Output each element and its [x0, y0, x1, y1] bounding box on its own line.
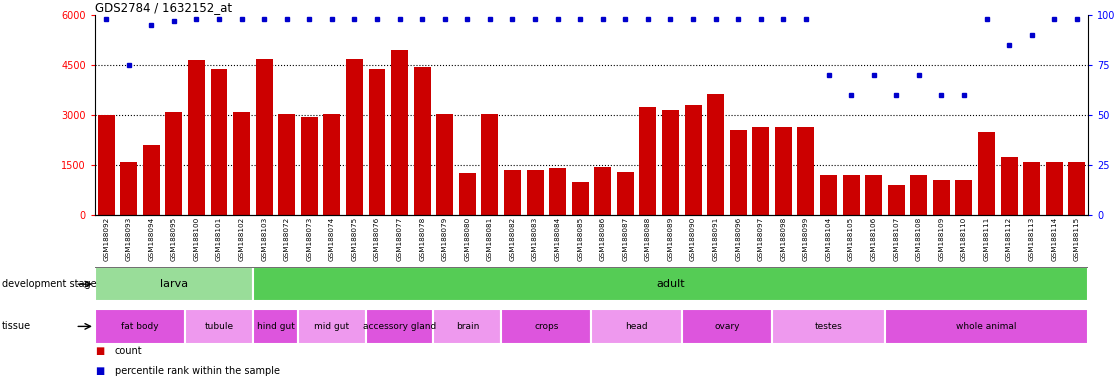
Bar: [143, 145, 160, 215]
Bar: [278, 114, 296, 215]
Text: GDS2784 / 1632152_at: GDS2784 / 1632152_at: [95, 1, 232, 14]
Bar: [571, 182, 588, 215]
Bar: [459, 174, 475, 215]
Text: ovary: ovary: [714, 322, 740, 331]
Text: whole animal: whole animal: [956, 322, 1017, 331]
Bar: [324, 114, 340, 215]
Bar: [185, 309, 253, 344]
Bar: [391, 50, 408, 215]
Bar: [98, 115, 115, 215]
Bar: [95, 309, 185, 344]
Bar: [436, 114, 453, 215]
Text: ■: ■: [95, 346, 104, 356]
Bar: [298, 309, 366, 344]
Bar: [301, 117, 318, 215]
Text: hind gut: hind gut: [257, 322, 295, 331]
Bar: [187, 60, 205, 215]
Bar: [1068, 162, 1085, 215]
Text: ■: ■: [95, 366, 104, 376]
Bar: [684, 105, 702, 215]
Bar: [253, 267, 1088, 301]
Bar: [772, 309, 885, 344]
Text: count: count: [115, 346, 143, 356]
Bar: [887, 185, 905, 215]
Bar: [591, 309, 682, 344]
Bar: [233, 112, 250, 215]
Bar: [843, 175, 859, 215]
Bar: [414, 67, 431, 215]
Text: development stage: development stage: [2, 279, 97, 289]
Bar: [617, 172, 634, 215]
Bar: [1046, 162, 1062, 215]
Bar: [798, 127, 815, 215]
Bar: [933, 180, 950, 215]
Bar: [95, 267, 253, 301]
Bar: [820, 175, 837, 215]
Bar: [368, 69, 385, 215]
Bar: [366, 309, 433, 344]
Bar: [1001, 157, 1018, 215]
Bar: [752, 127, 769, 215]
Bar: [549, 169, 566, 215]
Bar: [662, 110, 679, 215]
Bar: [211, 69, 228, 215]
Bar: [256, 59, 272, 215]
Bar: [865, 175, 882, 215]
Bar: [346, 59, 363, 215]
Bar: [165, 112, 182, 215]
Text: brain: brain: [455, 322, 479, 331]
Text: head: head: [625, 322, 648, 331]
Bar: [253, 309, 298, 344]
Text: testes: testes: [815, 322, 843, 331]
Bar: [682, 309, 772, 344]
Text: adult: adult: [656, 279, 685, 289]
Bar: [885, 309, 1088, 344]
Bar: [527, 170, 543, 215]
Text: tubule: tubule: [204, 322, 233, 331]
Bar: [911, 175, 927, 215]
Bar: [595, 167, 612, 215]
Bar: [639, 107, 656, 215]
Text: mid gut: mid gut: [315, 322, 349, 331]
Text: fat body: fat body: [122, 322, 158, 331]
Bar: [433, 309, 501, 344]
Bar: [121, 162, 137, 215]
Bar: [955, 180, 972, 215]
Text: crops: crops: [535, 322, 558, 331]
Text: percentile rank within the sample: percentile rank within the sample: [115, 366, 280, 376]
Bar: [1023, 162, 1040, 215]
Bar: [730, 130, 747, 215]
Bar: [504, 170, 521, 215]
Text: larva: larva: [160, 279, 187, 289]
Text: tissue: tissue: [2, 321, 31, 331]
Bar: [708, 94, 724, 215]
Bar: [775, 127, 792, 215]
Text: accessory gland: accessory gland: [363, 322, 436, 331]
Bar: [481, 114, 499, 215]
Bar: [978, 132, 995, 215]
Bar: [501, 309, 591, 344]
